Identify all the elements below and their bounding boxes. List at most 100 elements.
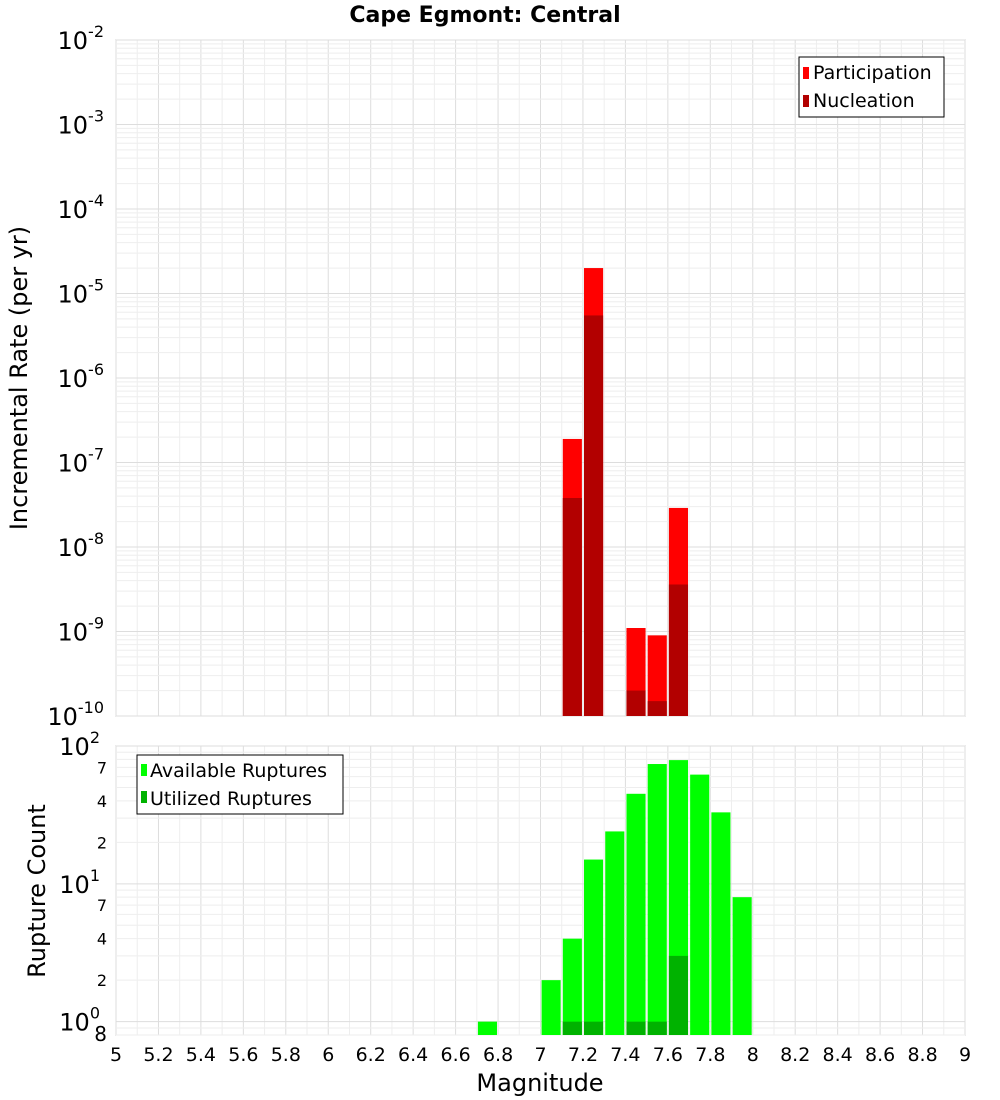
x-tick-label: 7.6 [653,1044,683,1066]
x-tick-label: 6.4 [398,1044,428,1066]
bar-available-ruptures [626,793,646,1035]
top-legend-box [798,56,945,118]
y-tick-label: 10-7 [58,445,105,478]
y-tick-base: 10 [47,703,78,731]
y-tick-exponent: 1 [90,866,100,885]
y-tick-base: 10 [59,1009,90,1037]
chart-title: Cape Egmont: Central [349,3,620,28]
bar-nucleation [584,315,604,716]
bar-utilized-ruptures [668,955,689,1035]
bar-nucleation [626,690,646,716]
legend-swatch-utilized [141,791,147,803]
y-tick-label-minor: 7 [97,896,107,915]
y-tick-base: 10 [58,27,89,55]
x-tick-label: 5.4 [186,1044,216,1066]
x-tick-label: 7 [534,1044,546,1066]
y-tick-exponent: -5 [88,276,104,295]
y-tick-base: 10 [58,196,89,224]
y-tick-exponent: -9 [88,614,104,633]
top-legend: Participation Nucleation [798,56,945,118]
y-tick-base: 10 [58,619,89,647]
x-tick-label: 5.6 [228,1044,258,1066]
x-tick-labels: 5 5.2 5.4 5.6 5.8 6 6.2 6.4 6.6 6.8 7 7.2 7.4 7.6 7.8 8… [110,1044,971,1066]
y-tick-base: 10 [58,365,89,393]
x-tick-label: 7.8 [695,1044,725,1066]
y-tick-exponent: -8 [88,529,104,548]
legend-swatch-participation [803,67,809,79]
y-tick-exponent: -6 [88,360,104,379]
bar-available-ruptures [562,938,582,1035]
y-tick-base: 10 [59,733,90,761]
bar-available-ruptures [711,812,731,1035]
y-tick-exponent: -7 [88,445,104,464]
bar-nucleation [668,584,689,716]
bar-available-ruptures [690,774,710,1035]
legend-label-utilized: Utilized Ruptures [150,788,312,810]
bar-utilized-ruptures [626,1021,646,1035]
y-tick-exponent: 0 [90,1004,100,1023]
bar-available-ruptures [732,897,752,1035]
bottom-bars [477,760,752,1035]
top-y-axis-label: Incremental Rate (per yr) [5,226,33,530]
legend-swatch-available [141,764,147,776]
x-tick-label: 6 [322,1044,334,1066]
x-tick-label: 5.8 [271,1044,301,1066]
y-tick-label: 10-9 [58,614,105,647]
bar-available-ruptures [647,764,667,1035]
y-tick-base: 10 [58,450,89,478]
y-tick-label-major: 102 [59,728,100,761]
legend-label-available: Available Ruptures [150,760,327,782]
bottom-legend-box [136,754,344,815]
y-tick-label: 10-2 [58,22,105,55]
y-tick-label-minor: 2 [97,971,107,990]
legend-label-nucleation: Nucleation [813,90,915,112]
legend-label-participation: Participation [813,62,932,84]
x-tick-label: 8.6 [865,1044,895,1066]
y-tick-base: 10 [58,534,89,562]
y-tick-label: 10-3 [58,107,105,140]
x-tick-label: 6.2 [356,1044,386,1066]
bar-utilized-ruptures [647,1021,667,1035]
x-tick-label: 8.2 [780,1044,810,1066]
top-bars [562,268,689,716]
bar-available-ruptures [477,1021,497,1035]
y-tick-label-minor: 8 [94,1022,107,1046]
y-tick-base: 10 [58,112,89,140]
y-tick-label: 10-4 [58,191,105,224]
incremental-rate-panel: 10-210-310-410-510-610-710-810-910-10 In… [5,22,966,731]
x-axis-label: Magnitude [476,1069,603,1097]
x-tick-label: 5.2 [143,1044,173,1066]
y-tick-base: 10 [59,871,90,899]
x-tick-label: 7.2 [568,1044,598,1066]
y-tick-label-minor: 4 [97,792,107,811]
y-tick-label-major: 101 [59,866,100,899]
bar-available-ruptures [605,831,625,1035]
bar-utilized-ruptures [584,1021,604,1035]
bar-available-ruptures [584,859,604,1035]
x-tick-label: 8.8 [907,1044,937,1066]
y-tick-exponent: -4 [88,191,104,210]
y-tick-label: 10-5 [58,276,105,309]
bottom-legend: Available Ruptures Utilized Ruptures [136,754,344,815]
bar-participation [647,635,667,716]
y-tick-label-minor: 4 [97,930,107,949]
y-tick-label: 10-8 [58,529,105,562]
y-tick-exponent: 2 [90,728,100,747]
x-tick-label: 8 [747,1044,759,1066]
y-tick-label-minor: 2 [97,833,107,852]
x-tick-label: 9 [959,1044,971,1066]
y-tick-label-major: 100 [59,1004,100,1037]
y-tick-label: 10-6 [58,360,105,393]
x-tick-label: 5 [110,1044,122,1066]
top-y-tick-labels: 10-210-310-410-510-610-710-810-910-10 [47,22,104,731]
y-tick-exponent: -3 [88,107,104,126]
bar-available-ruptures [541,980,561,1035]
x-tick-label: 6.6 [440,1044,470,1066]
y-tick-exponent: -2 [88,22,104,41]
bar-nucleation [647,701,667,716]
y-tick-label-minor: 7 [97,758,107,777]
bottom-grid [115,745,966,1036]
